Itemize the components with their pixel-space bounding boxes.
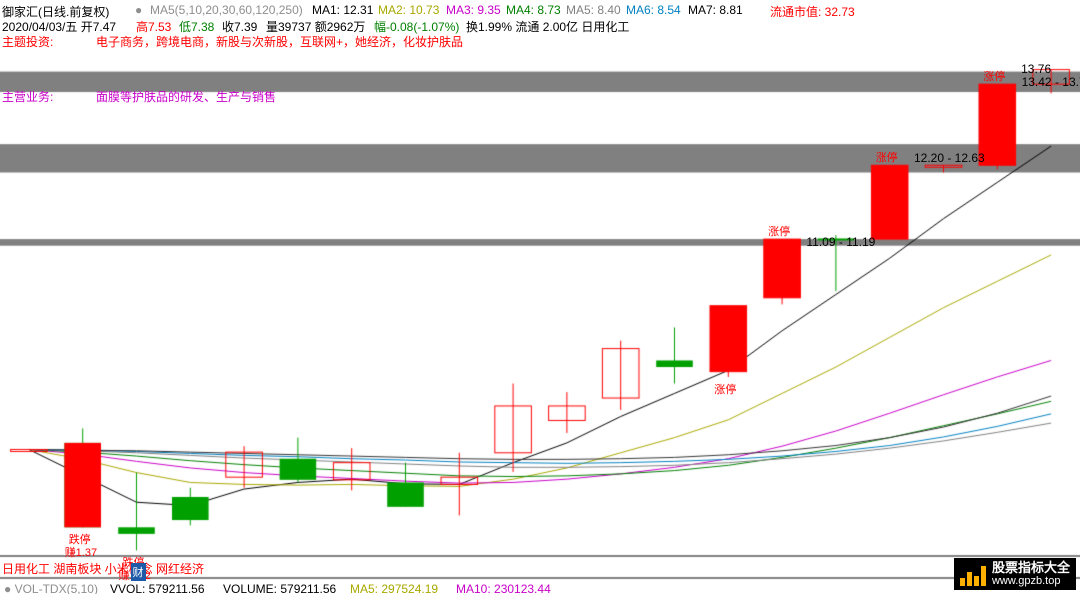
header1-part: MA7: 8.81 bbox=[688, 3, 743, 17]
header1-part: MA2: 10.73 bbox=[378, 3, 439, 17]
limit-marker: 涨停 bbox=[768, 223, 790, 239]
band-label: 13.42 - 13.73 bbox=[1022, 75, 1080, 89]
biz-body: 面膜等护肤品的研发、生产与销售 bbox=[96, 88, 276, 105]
header1-part: MA1: 12.31 bbox=[312, 3, 373, 17]
band-label: 12.20 - 12.63 bbox=[914, 151, 985, 165]
header1-part: 流通市值: 32.73 bbox=[770, 3, 855, 20]
header1-part: MA5: 8.40 bbox=[566, 3, 621, 17]
logo-name: 股票指标大全 bbox=[992, 561, 1070, 575]
vol-part: MA5: 297524.19 bbox=[350, 582, 438, 594]
header1-part: MA4: 8.73 bbox=[506, 3, 561, 17]
logo-url: www.gpzb.top bbox=[992, 575, 1070, 587]
header1-part: MA6: 8.54 bbox=[626, 3, 681, 17]
vol-part: VVOL: 579211.56 bbox=[110, 582, 205, 594]
finance-icon: 财 bbox=[131, 563, 146, 581]
limit-marker: 涨停 bbox=[714, 381, 736, 397]
vol-part: VOLUME: 579211.56 bbox=[223, 582, 336, 594]
header1-part: MA3: 9.35 bbox=[446, 3, 501, 17]
limit-marker: 涨停 bbox=[876, 149, 898, 165]
topic-body: 电子商务，跨境电商，新股与次新股，互联网+，她经济，化妆护肤品 bbox=[96, 33, 463, 50]
top-price: 13.76 bbox=[1021, 62, 1051, 76]
vol-part: MA10: 230123.44 bbox=[456, 582, 551, 594]
header1-part: MA5(5,10,20,30,60,120,250) bbox=[150, 3, 303, 17]
header2-part: 换1.99% 流通 2.00亿 日用化工 bbox=[466, 18, 629, 35]
band-label: 11.09 - 11.19 bbox=[806, 235, 875, 249]
bottom-tags: 日用化工 湖南板块 小米概念 网红经济 bbox=[2, 560, 204, 577]
limit-marker: 涨停 bbox=[983, 68, 1005, 84]
header1-part: ● bbox=[135, 3, 142, 17]
earn-label: 赚1.37 bbox=[65, 544, 97, 560]
vol-part: ● VOL-TDX(5,10) bbox=[4, 582, 98, 594]
biz-label: 主营业务: bbox=[2, 88, 53, 105]
topic-label: 主题投资: bbox=[2, 33, 53, 50]
watermark-logo: 股票指标大全 www.gpzb.top bbox=[954, 558, 1076, 590]
